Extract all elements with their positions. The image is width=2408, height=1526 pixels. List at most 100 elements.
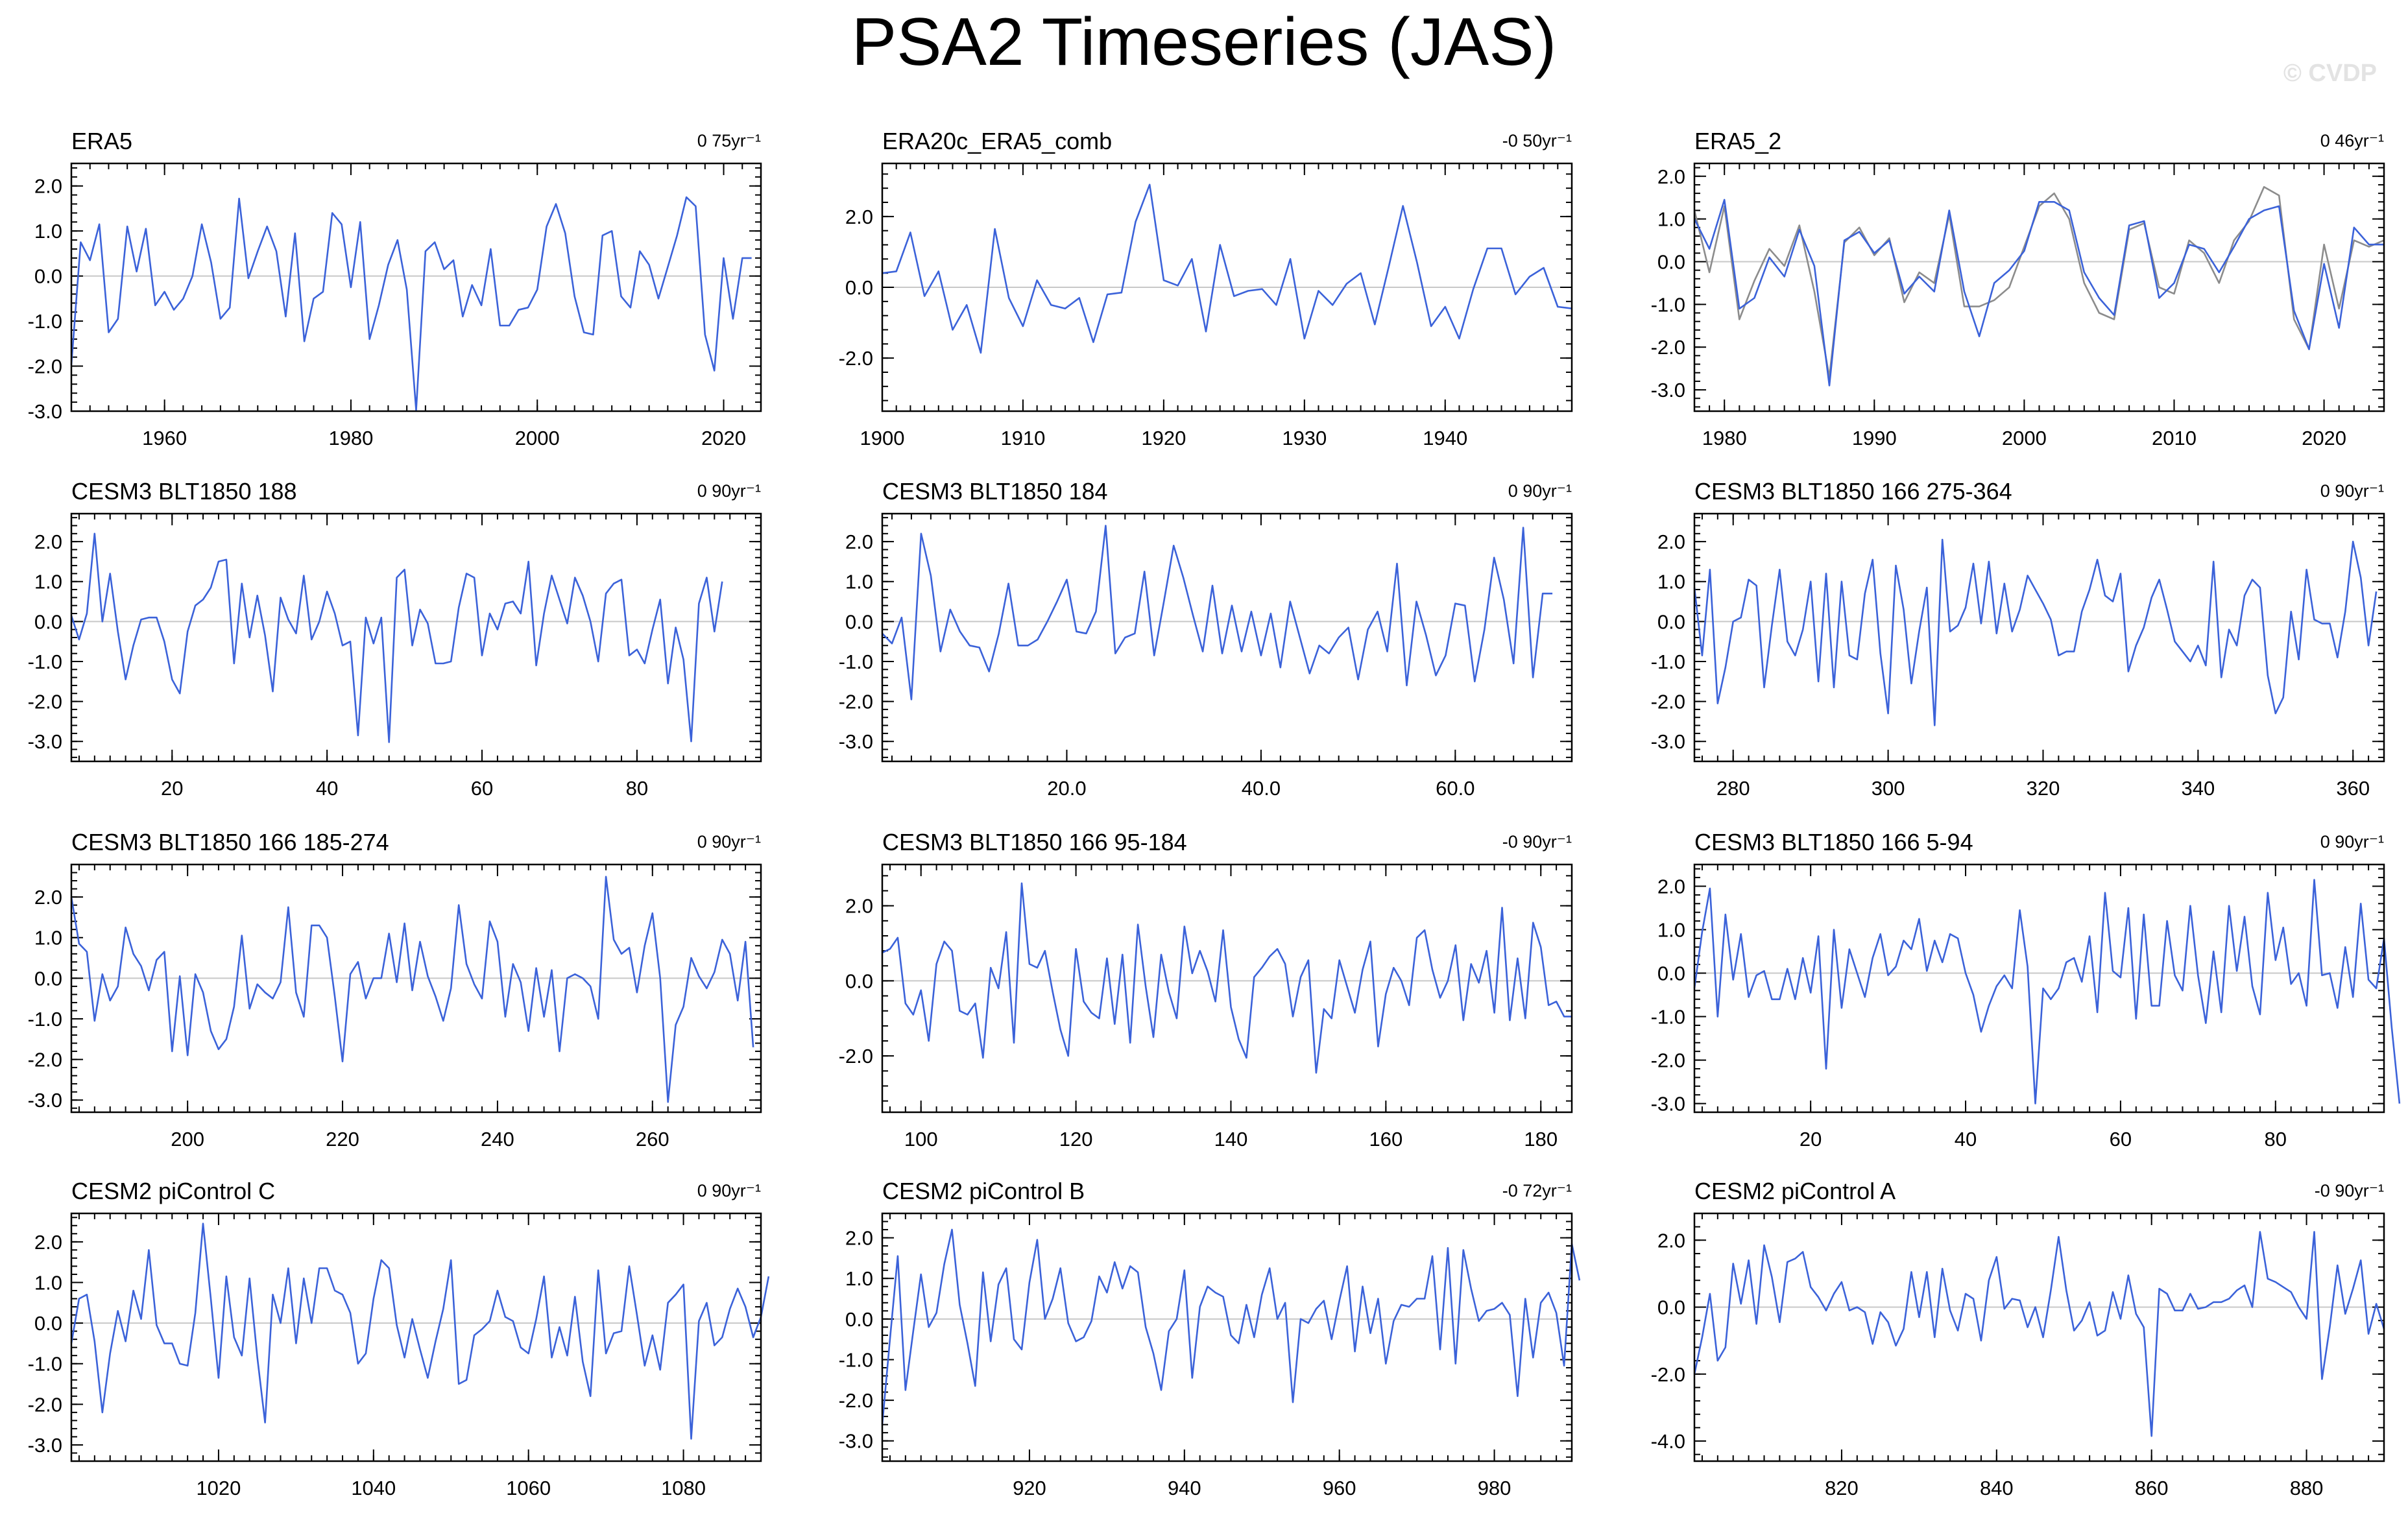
y-tick-label: -2.0	[28, 1393, 62, 1416]
x-tick-label: 1960	[142, 427, 187, 449]
x-tick-label: 940	[1168, 1477, 1201, 1499]
y-tick-label: 2.0	[34, 886, 62, 909]
x-tick-label: 1980	[1702, 427, 1747, 449]
watermark: © CVDP	[2283, 60, 2377, 87]
x-tick-label: 2000	[2002, 427, 2047, 449]
y-tick-label: 2.0	[1657, 531, 1685, 553]
chart-panel-0: ERA5 0 75yr⁻¹ 1960 1980 2000 2020 2.0 1.0 0.0 -1.…	[28, 128, 762, 449]
y-tick-label: -3.0	[1651, 1093, 1685, 1115]
y-tick-label: 1.0	[34, 220, 62, 243]
y-tick-label: 2.0	[845, 1227, 873, 1250]
y-tick-label: -4.0	[1651, 1430, 1685, 1453]
y-tick-label: 2.0	[1657, 1229, 1685, 1252]
y-tick-label: 1.0	[1657, 208, 1685, 231]
y-tick-label: 1.0	[845, 571, 873, 593]
y-tick-label: 2.0	[1657, 876, 1685, 898]
series-line	[1693, 538, 2378, 726]
y-tick-label: -2.0	[839, 1045, 873, 1067]
x-tick-label: 1020	[196, 1477, 241, 1499]
plot-frame	[70, 1212, 762, 1462]
x-tick-label: 240	[481, 1128, 514, 1150]
chart-panel-9: CESM2 piControl C 0 90yr⁻¹ 1020 1040 1060 108…	[28, 1178, 770, 1499]
panel-title: CESM3 BLT1850 166 185-274	[71, 829, 389, 855]
y-tick-label: -1.0	[839, 1348, 873, 1371]
y-tick-label: 0.0	[1657, 1296, 1685, 1319]
panel-title: CESM2 piControl B	[882, 1178, 1085, 1204]
x-tick-label: 2010	[2152, 427, 2197, 449]
y-tick-label: -2.0	[1651, 336, 1685, 359]
y-tick-label: -1.0	[1651, 1006, 1685, 1029]
panel-trend: 0 90yr⁻¹	[697, 832, 761, 852]
chart-panel-11: CESM2 piControl A -0 90yr⁻¹ 820 840 860 880 2.…	[1651, 1178, 2385, 1499]
y-tick-label: 1.0	[34, 571, 62, 593]
y-tick-label: -3.0	[28, 1089, 62, 1112]
y-tick-label: 1.0	[1657, 571, 1685, 593]
panel-title: CESM3 BLT1850 166 5-94	[1694, 829, 1973, 855]
y-tick-label: -3.0	[1651, 730, 1685, 753]
x-tick-label: 40	[1955, 1128, 1977, 1150]
series-line-model	[1693, 198, 2384, 387]
panel-title: ERA20c_ERA5_comb	[882, 128, 1112, 154]
y-tick-label: -1.0	[839, 650, 873, 673]
panel-title: CESM2 piControl A	[1694, 1178, 1896, 1204]
y-tick-label: -2.0	[1651, 1049, 1685, 1072]
x-tick-label: 1910	[1000, 427, 1045, 449]
x-tick-label: 260	[636, 1128, 669, 1150]
series-line	[70, 1222, 770, 1440]
y-tick-label: 0.0	[1657, 610, 1685, 633]
plot-frame	[881, 1212, 1573, 1462]
x-tick-label: 140	[1214, 1128, 1248, 1150]
x-tick-label: 60	[471, 777, 493, 800]
y-tick-label: -1.0	[1651, 650, 1685, 673]
y-tick-label: 1.0	[34, 1271, 62, 1294]
y-tick-label: 0.0	[34, 967, 62, 990]
y-tick-label: 0.0	[1657, 250, 1685, 273]
page-title: PSA2 Timeseries (JAS)	[851, 5, 1557, 80]
y-tick-label: 0.0	[845, 970, 873, 992]
plot-frame	[881, 863, 1573, 1114]
x-tick-label: 2000	[515, 427, 560, 449]
x-tick-label: 40	[316, 777, 338, 800]
x-tick-label: 1980	[328, 427, 373, 449]
x-tick-label: 960	[1323, 1477, 1356, 1499]
x-tick-label: 340	[2181, 777, 2215, 800]
panel-title: CESM3 BLT1850 184	[882, 478, 1108, 505]
panel-trend: 0 75yr⁻¹	[697, 131, 761, 150]
chart-panel-5: CESM3 BLT1850 166 275-364 0 90yr⁻¹ 280 300 3…	[1651, 478, 2385, 800]
series-line	[882, 184, 1572, 354]
chart-panel-8: CESM3 BLT1850 166 5-94 0 90yr⁻¹ 20 40 60 80 2.…	[1651, 829, 2401, 1150]
x-tick-label: 220	[326, 1128, 359, 1150]
panel-title: CESM3 BLT1850 166 95-184	[882, 829, 1187, 855]
panel-trend: -0 90yr⁻¹	[2315, 1181, 2384, 1200]
y-tick-label: -1.0	[28, 310, 62, 333]
x-tick-label: 980	[1478, 1477, 1511, 1499]
y-tick-label: 1.0	[845, 1267, 873, 1290]
y-tick-label: 2.0	[845, 895, 873, 918]
y-tick-label: 2.0	[34, 175, 62, 198]
series-line	[882, 525, 1553, 700]
x-tick-label: 1940	[1423, 427, 1467, 449]
x-tick-label: 300	[1872, 777, 1905, 800]
x-tick-label: 60.0	[1436, 777, 1475, 800]
x-tick-label: 920	[1013, 1477, 1046, 1499]
y-tick-label: -2.0	[1651, 1363, 1685, 1386]
plot-frame	[70, 162, 762, 412]
y-tick-label: 2.0	[845, 531, 873, 553]
panel-title: CESM3 BLT1850 166 275-364	[1694, 478, 2012, 505]
plot-frame	[1693, 512, 2385, 763]
panel-trend: 0 90yr⁻¹	[1508, 481, 1572, 501]
plot-frame	[1693, 863, 2385, 1114]
x-tick-label: 1920	[1141, 427, 1186, 449]
y-tick-label: -2.0	[839, 1389, 873, 1412]
x-tick-label: 2020	[2302, 427, 2346, 449]
panel-trend: -0 50yr⁻¹	[1502, 131, 1572, 150]
y-tick-label: 0.0	[845, 610, 873, 633]
panel-trend: 0 90yr⁻¹	[2320, 481, 2384, 501]
series-line	[70, 532, 723, 743]
plot-frame	[881, 512, 1573, 763]
y-tick-label: 0.0	[845, 1308, 873, 1331]
x-tick-label: 120	[1059, 1128, 1093, 1150]
y-tick-label: -1.0	[28, 1008, 62, 1031]
panel-trend: 0 90yr⁻¹	[697, 1181, 761, 1200]
x-tick-label: 160	[1369, 1128, 1403, 1150]
